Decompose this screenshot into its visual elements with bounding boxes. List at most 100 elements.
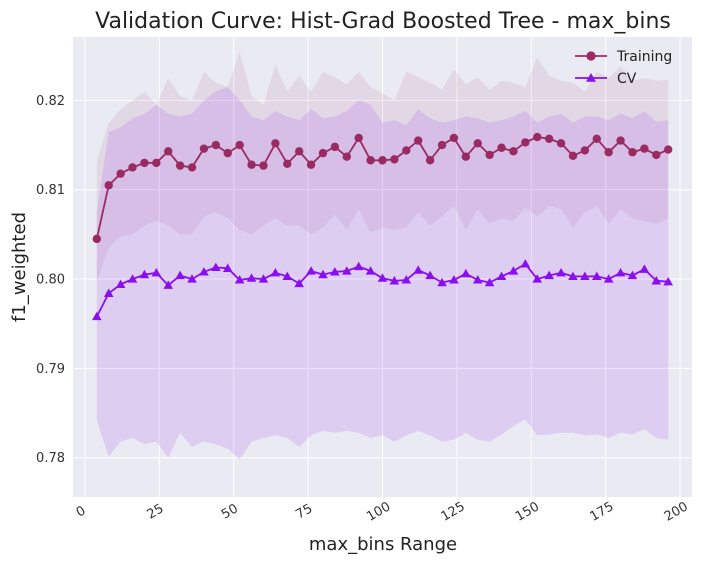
data-point xyxy=(294,278,304,288)
data-point xyxy=(544,134,554,144)
y-tick-label: 0.82 xyxy=(36,94,65,109)
legend-marker xyxy=(586,51,596,61)
data-point xyxy=(568,151,578,160)
data-point xyxy=(103,288,114,297)
data-point xyxy=(318,148,328,158)
data-point xyxy=(341,266,352,275)
data-point xyxy=(306,266,316,275)
chart-title: Validation Curve: Hist-Grad Boosted Tree… xyxy=(95,9,671,34)
data-point xyxy=(318,269,328,279)
data-point xyxy=(294,147,304,156)
x-tick-label: 50 xyxy=(219,501,241,522)
data-point xyxy=(449,133,459,143)
data-point xyxy=(140,158,149,168)
legend-item-training: Training xyxy=(575,49,672,65)
data-point xyxy=(437,140,447,150)
data-point xyxy=(330,142,340,152)
data-point xyxy=(508,266,519,275)
data-point xyxy=(152,158,161,168)
data-point xyxy=(175,161,185,170)
data-point xyxy=(663,276,673,286)
data-point xyxy=(163,280,174,289)
series-markers xyxy=(92,132,673,321)
data-point xyxy=(330,267,340,276)
x-tick-labels: 0 25 50 75 100 125 150 175 200 xyxy=(74,499,691,524)
data-point xyxy=(211,262,221,272)
data-point xyxy=(544,270,554,280)
data-point xyxy=(247,160,256,169)
data-point xyxy=(532,274,543,283)
data-point xyxy=(627,270,638,280)
data-point xyxy=(473,139,482,148)
x-tick-label: 125 xyxy=(439,499,468,524)
x-tick-label: 150 xyxy=(513,499,542,524)
x-tick-label: 175 xyxy=(587,499,616,524)
data-point xyxy=(115,279,126,289)
data-point xyxy=(484,277,495,287)
data-point xyxy=(199,267,209,276)
data-point xyxy=(211,140,221,150)
data-point xyxy=(413,265,424,274)
data-point xyxy=(234,275,245,284)
data-point xyxy=(568,271,578,280)
data-point xyxy=(199,144,209,153)
data-point xyxy=(128,163,137,172)
data-point xyxy=(591,271,602,280)
data-point xyxy=(366,156,375,165)
data-point xyxy=(616,136,625,145)
data-point xyxy=(222,263,233,272)
data-point xyxy=(187,274,197,283)
x-tick-label: 100 xyxy=(364,499,393,524)
data-point xyxy=(365,266,376,275)
data-point xyxy=(425,270,435,280)
data-point xyxy=(640,144,649,153)
data-point xyxy=(354,133,363,143)
data-point xyxy=(520,259,531,268)
data-point xyxy=(461,152,471,161)
y-tick-label: 0.80 xyxy=(36,273,65,288)
data-point xyxy=(270,268,281,277)
data-point xyxy=(127,274,138,283)
data-point xyxy=(259,161,268,170)
data-point xyxy=(556,268,566,277)
data-point xyxy=(485,150,494,160)
data-point xyxy=(604,148,613,157)
data-point xyxy=(353,261,364,271)
y-tick-labels: 0.78 0.79 0.80 0.81 0.82 xyxy=(36,94,65,466)
y-tick-label: 0.79 xyxy=(36,362,65,377)
confidence-band-cv xyxy=(96,87,669,460)
data-point xyxy=(187,163,197,172)
data-point xyxy=(390,155,399,164)
data-point xyxy=(639,264,650,273)
data-point xyxy=(92,311,102,321)
data-point xyxy=(603,274,614,283)
legend-marker xyxy=(586,73,596,82)
grid-lines xyxy=(73,37,692,497)
data-point xyxy=(592,134,601,144)
data-point xyxy=(533,132,542,142)
confidence-band-training xyxy=(96,51,669,281)
data-point xyxy=(306,160,316,169)
data-point xyxy=(104,181,113,190)
data-point xyxy=(651,276,662,285)
legend-label: CV xyxy=(617,71,637,87)
data-point xyxy=(139,269,150,279)
data-point xyxy=(377,273,388,282)
data-point xyxy=(402,146,411,155)
x-tick-label: 200 xyxy=(662,499,691,524)
data-point xyxy=(401,275,412,284)
data-point xyxy=(580,271,590,280)
data-point xyxy=(437,277,447,287)
data-point xyxy=(461,268,471,278)
y-tick-label: 0.78 xyxy=(36,451,65,466)
data-point xyxy=(509,147,518,156)
data-point xyxy=(652,150,661,160)
data-point xyxy=(151,268,162,277)
data-point xyxy=(175,270,185,280)
data-point xyxy=(556,139,566,148)
legend-label: Training xyxy=(616,49,672,65)
data-point xyxy=(628,148,637,157)
data-point xyxy=(663,145,673,154)
y-axis-label: f1_weighted xyxy=(9,212,30,322)
error-bands xyxy=(96,51,669,460)
